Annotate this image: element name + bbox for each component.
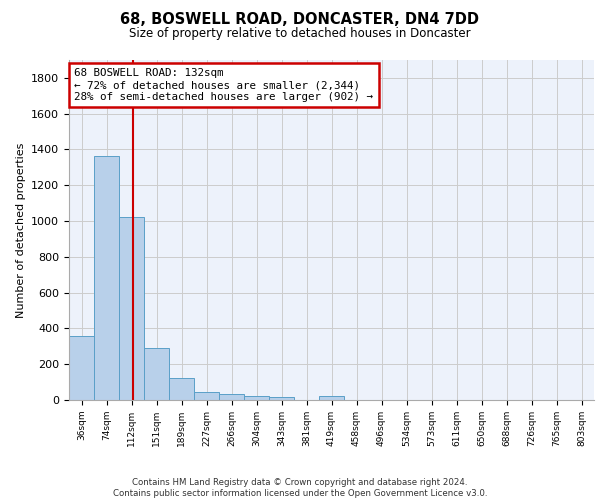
- Bar: [269, 397, 293, 400]
- Text: Contains HM Land Registry data © Crown copyright and database right 2024.
Contai: Contains HM Land Registry data © Crown c…: [113, 478, 487, 498]
- Bar: [220, 394, 244, 400]
- Y-axis label: Number of detached properties: Number of detached properties: [16, 142, 26, 318]
- Bar: [145, 348, 169, 400]
- Bar: [169, 378, 194, 400]
- Bar: [119, 218, 143, 400]
- Bar: [319, 396, 344, 400]
- Bar: [194, 392, 218, 400]
- Text: 68, BOSWELL ROAD, DONCASTER, DN4 7DD: 68, BOSWELL ROAD, DONCASTER, DN4 7DD: [121, 12, 479, 28]
- Bar: [94, 156, 119, 400]
- Text: Size of property relative to detached houses in Doncaster: Size of property relative to detached ho…: [129, 28, 471, 40]
- Bar: [70, 336, 94, 400]
- Text: 68 BOSWELL ROAD: 132sqm
← 72% of detached houses are smaller (2,344)
28% of semi: 68 BOSWELL ROAD: 132sqm ← 72% of detache…: [74, 68, 373, 102]
- Bar: [244, 396, 269, 400]
